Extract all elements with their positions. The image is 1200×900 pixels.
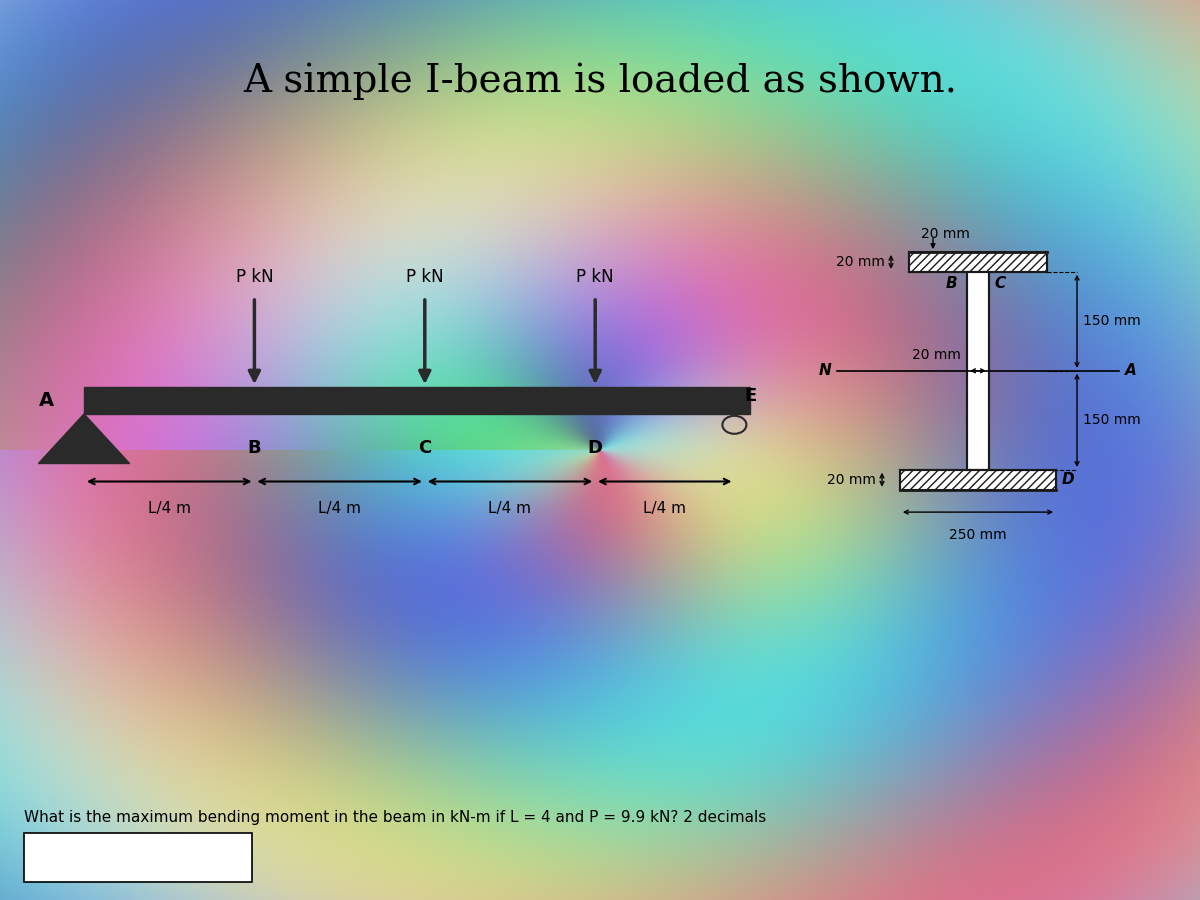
Text: 250 mm: 250 mm — [949, 528, 1007, 543]
Bar — [967, 272, 989, 470]
Bar — [900, 470, 1056, 490]
Text: 150 mm: 150 mm — [1084, 413, 1141, 428]
Text: 20 mm: 20 mm — [827, 472, 876, 487]
Text: N: N — [818, 364, 830, 378]
Text: L/4 m: L/4 m — [318, 501, 361, 517]
Text: P kN: P kN — [235, 268, 274, 286]
Text: P kN: P kN — [576, 268, 614, 286]
Text: 20 mm: 20 mm — [922, 227, 970, 241]
Text: A: A — [38, 391, 54, 410]
Bar — [900, 470, 1056, 490]
Text: 20 mm: 20 mm — [912, 347, 961, 362]
Text: C: C — [995, 276, 1006, 292]
Text: P kN: P kN — [406, 268, 444, 286]
Text: A: A — [1124, 364, 1136, 378]
Text: A simple I-beam is loaded as shown.: A simple I-beam is loaded as shown. — [242, 62, 958, 100]
Text: What is the maximum bending moment in the beam in kN-m if L = 4 and P = 9.9 kN? : What is the maximum bending moment in th… — [24, 810, 767, 824]
Text: E: E — [744, 387, 756, 405]
Text: L/4 m: L/4 m — [643, 501, 686, 517]
Bar — [910, 252, 1046, 272]
Text: 150 mm: 150 mm — [1084, 314, 1141, 328]
Polygon shape — [38, 414, 130, 464]
Bar — [84, 387, 750, 414]
Text: L/4 m: L/4 m — [148, 501, 191, 517]
Text: 20 mm: 20 mm — [836, 255, 884, 269]
Text: D: D — [1062, 472, 1075, 487]
Text: B: B — [946, 276, 958, 292]
Text: C: C — [418, 439, 432, 457]
Text: B: B — [247, 439, 262, 457]
Bar — [24, 832, 252, 882]
Bar — [910, 252, 1046, 272]
Text: L/4 m: L/4 m — [488, 501, 532, 517]
Text: D: D — [588, 439, 602, 457]
